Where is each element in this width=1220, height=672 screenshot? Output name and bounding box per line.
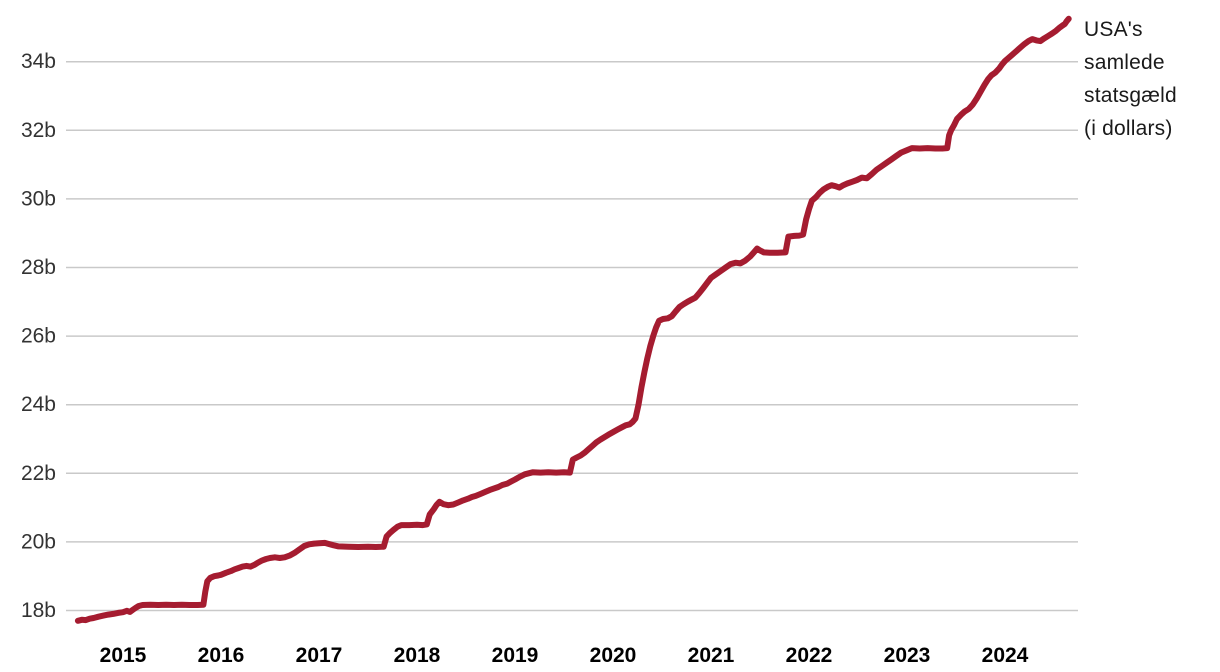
x-axis-tick-label: 2021 <box>688 644 735 667</box>
y-axis-tick-label: 18b <box>21 599 56 622</box>
x-axis-tick-label: 2019 <box>492 644 539 667</box>
x-axis-tick-label: 2017 <box>296 644 343 667</box>
x-axis-tick-label: 2023 <box>884 644 931 667</box>
x-axis-tick-label: 2016 <box>198 644 245 667</box>
y-axis-tick-label: 34b <box>21 50 56 73</box>
x-axis-tick-label: 2022 <box>786 644 833 667</box>
y-axis-tick-label: 28b <box>21 256 56 279</box>
x-axis-tick-label: 2024 <box>982 644 1029 667</box>
series-annotation-label: USA's samlede statsgæld (i dollars) <box>1084 18 1177 140</box>
y-axis-tick-label: 30b <box>21 187 56 210</box>
y-axis-tick-label: 20b <box>21 530 56 553</box>
y-axis-tick-label: 22b <box>21 462 56 485</box>
x-axis-tick-label: 2018 <box>394 644 441 667</box>
debt-line-path <box>74 15 1072 624</box>
x-axis-tick-label: 2015 <box>100 644 147 667</box>
y-axis-tick-label: 24b <box>21 393 56 416</box>
y-axis-tick-label: 32b <box>21 119 56 142</box>
x-axis-tick-label: 2020 <box>590 644 637 667</box>
y-axis-tick-label: 26b <box>21 325 56 348</box>
